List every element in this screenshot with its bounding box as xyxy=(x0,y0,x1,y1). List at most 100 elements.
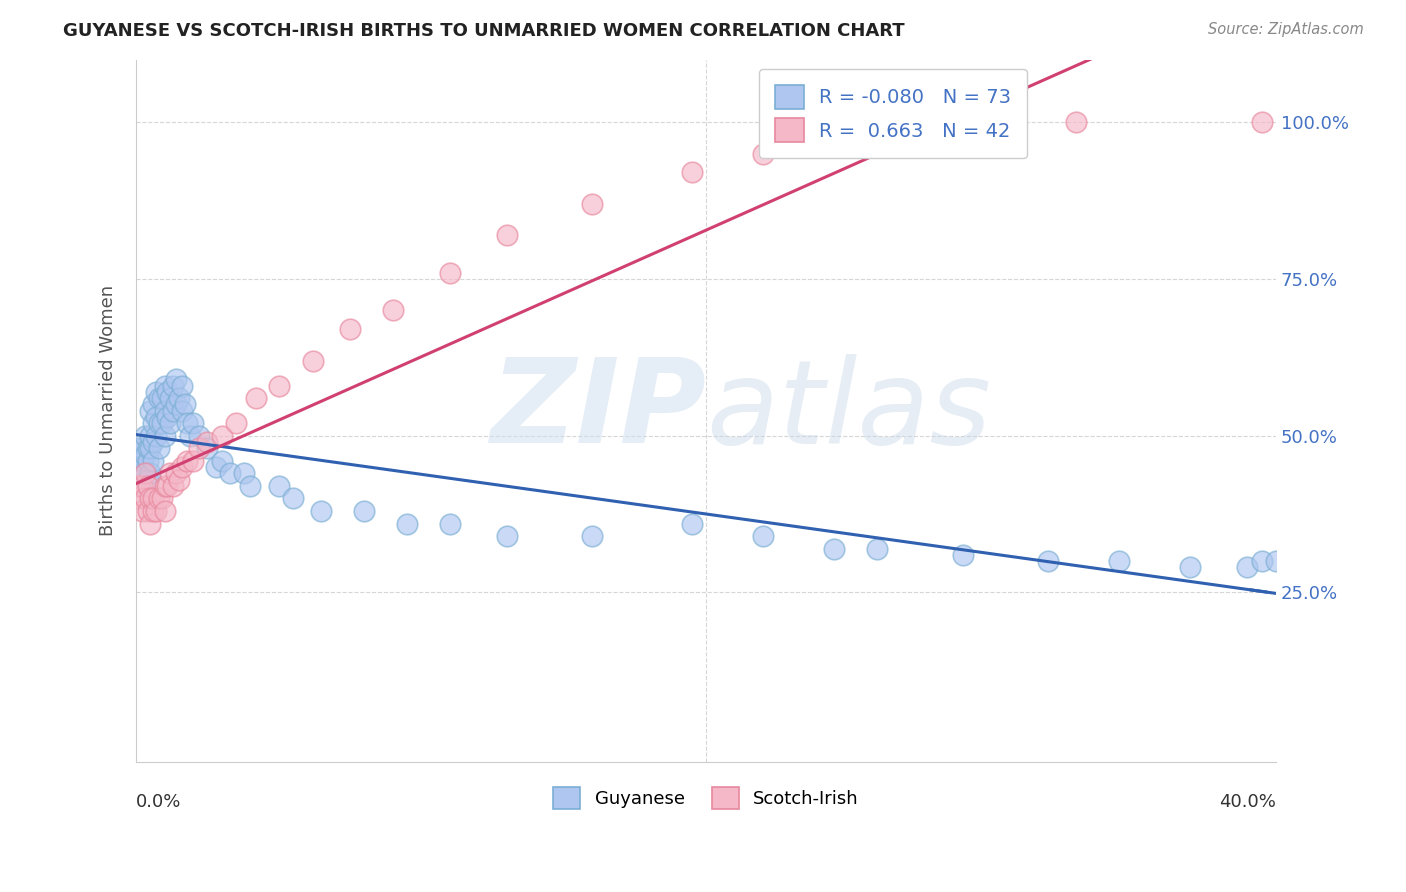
Point xyxy=(1108,554,1130,568)
Point xyxy=(131,479,153,493)
Point xyxy=(311,504,333,518)
Text: GUYANESE VS SCOTCH-IRISH BIRTHS TO UNMARRIED WOMEN CORRELATION CHART: GUYANESE VS SCOTCH-IRISH BIRTHS TO UNMAR… xyxy=(63,22,905,40)
Point xyxy=(150,491,173,506)
Point xyxy=(142,435,165,450)
Point xyxy=(128,467,150,481)
Point xyxy=(167,473,190,487)
Point xyxy=(153,403,176,417)
Point xyxy=(131,442,153,456)
Point xyxy=(128,479,150,493)
Point xyxy=(156,384,179,399)
Point xyxy=(267,479,290,493)
Point xyxy=(145,409,167,424)
Point xyxy=(148,416,170,430)
Point xyxy=(165,372,187,386)
Point xyxy=(267,378,290,392)
Point xyxy=(131,454,153,468)
Text: ZIP: ZIP xyxy=(491,353,706,468)
Point xyxy=(145,504,167,518)
Point xyxy=(187,442,209,456)
Point xyxy=(136,442,159,456)
Point xyxy=(495,228,517,243)
Point xyxy=(187,429,209,443)
Point xyxy=(181,454,204,468)
Point xyxy=(219,467,242,481)
Point xyxy=(156,409,179,424)
Point xyxy=(131,479,153,493)
Point xyxy=(142,504,165,518)
Point xyxy=(176,416,198,430)
Point xyxy=(952,548,974,562)
Point xyxy=(148,491,170,506)
Point xyxy=(823,541,845,556)
Point xyxy=(139,442,162,456)
Point xyxy=(1036,554,1059,568)
Point xyxy=(153,504,176,518)
Point xyxy=(1236,560,1258,574)
Point xyxy=(301,353,323,368)
Point xyxy=(1250,554,1272,568)
Point xyxy=(148,442,170,456)
Y-axis label: Births to Unmarried Women: Births to Unmarried Women xyxy=(100,285,117,536)
Point xyxy=(153,378,176,392)
Point xyxy=(131,504,153,518)
Text: 40.0%: 40.0% xyxy=(1219,793,1277,812)
Point xyxy=(225,416,247,430)
Point xyxy=(353,504,375,518)
Point xyxy=(134,429,156,443)
Point xyxy=(894,115,917,129)
Text: Source: ZipAtlas.com: Source: ZipAtlas.com xyxy=(1208,22,1364,37)
Point xyxy=(150,416,173,430)
Point xyxy=(142,416,165,430)
Point xyxy=(165,397,187,411)
Point xyxy=(159,416,181,430)
Point xyxy=(195,435,218,450)
Point xyxy=(179,429,201,443)
Point xyxy=(136,479,159,493)
Point xyxy=(752,529,775,543)
Point xyxy=(134,491,156,506)
Point xyxy=(339,322,361,336)
Point xyxy=(195,442,218,456)
Legend: Guyanese, Scotch-Irish: Guyanese, Scotch-Irish xyxy=(546,780,866,816)
Point xyxy=(142,397,165,411)
Point xyxy=(153,479,176,493)
Point xyxy=(866,541,889,556)
Point xyxy=(162,403,184,417)
Point xyxy=(159,391,181,405)
Point xyxy=(173,397,195,411)
Point xyxy=(181,416,204,430)
Text: atlas: atlas xyxy=(706,354,991,467)
Point xyxy=(170,378,193,392)
Point xyxy=(495,529,517,543)
Point xyxy=(139,429,162,443)
Point xyxy=(139,467,162,481)
Point xyxy=(148,391,170,405)
Point xyxy=(381,303,404,318)
Point xyxy=(131,467,153,481)
Point xyxy=(134,467,156,481)
Point xyxy=(170,460,193,475)
Point xyxy=(233,467,256,481)
Point xyxy=(681,516,703,531)
Point xyxy=(1265,554,1288,568)
Point xyxy=(128,491,150,506)
Point xyxy=(134,448,156,462)
Point xyxy=(395,516,418,531)
Point xyxy=(139,491,162,506)
Point xyxy=(145,384,167,399)
Point xyxy=(150,391,173,405)
Point xyxy=(1250,115,1272,129)
Point xyxy=(167,391,190,405)
Point xyxy=(139,403,162,417)
Point xyxy=(156,479,179,493)
Point xyxy=(139,516,162,531)
Point xyxy=(165,467,187,481)
Point xyxy=(581,196,603,211)
Point xyxy=(752,146,775,161)
Point xyxy=(153,429,176,443)
Point xyxy=(281,491,304,506)
Point xyxy=(162,378,184,392)
Point xyxy=(176,454,198,468)
Point xyxy=(134,467,156,481)
